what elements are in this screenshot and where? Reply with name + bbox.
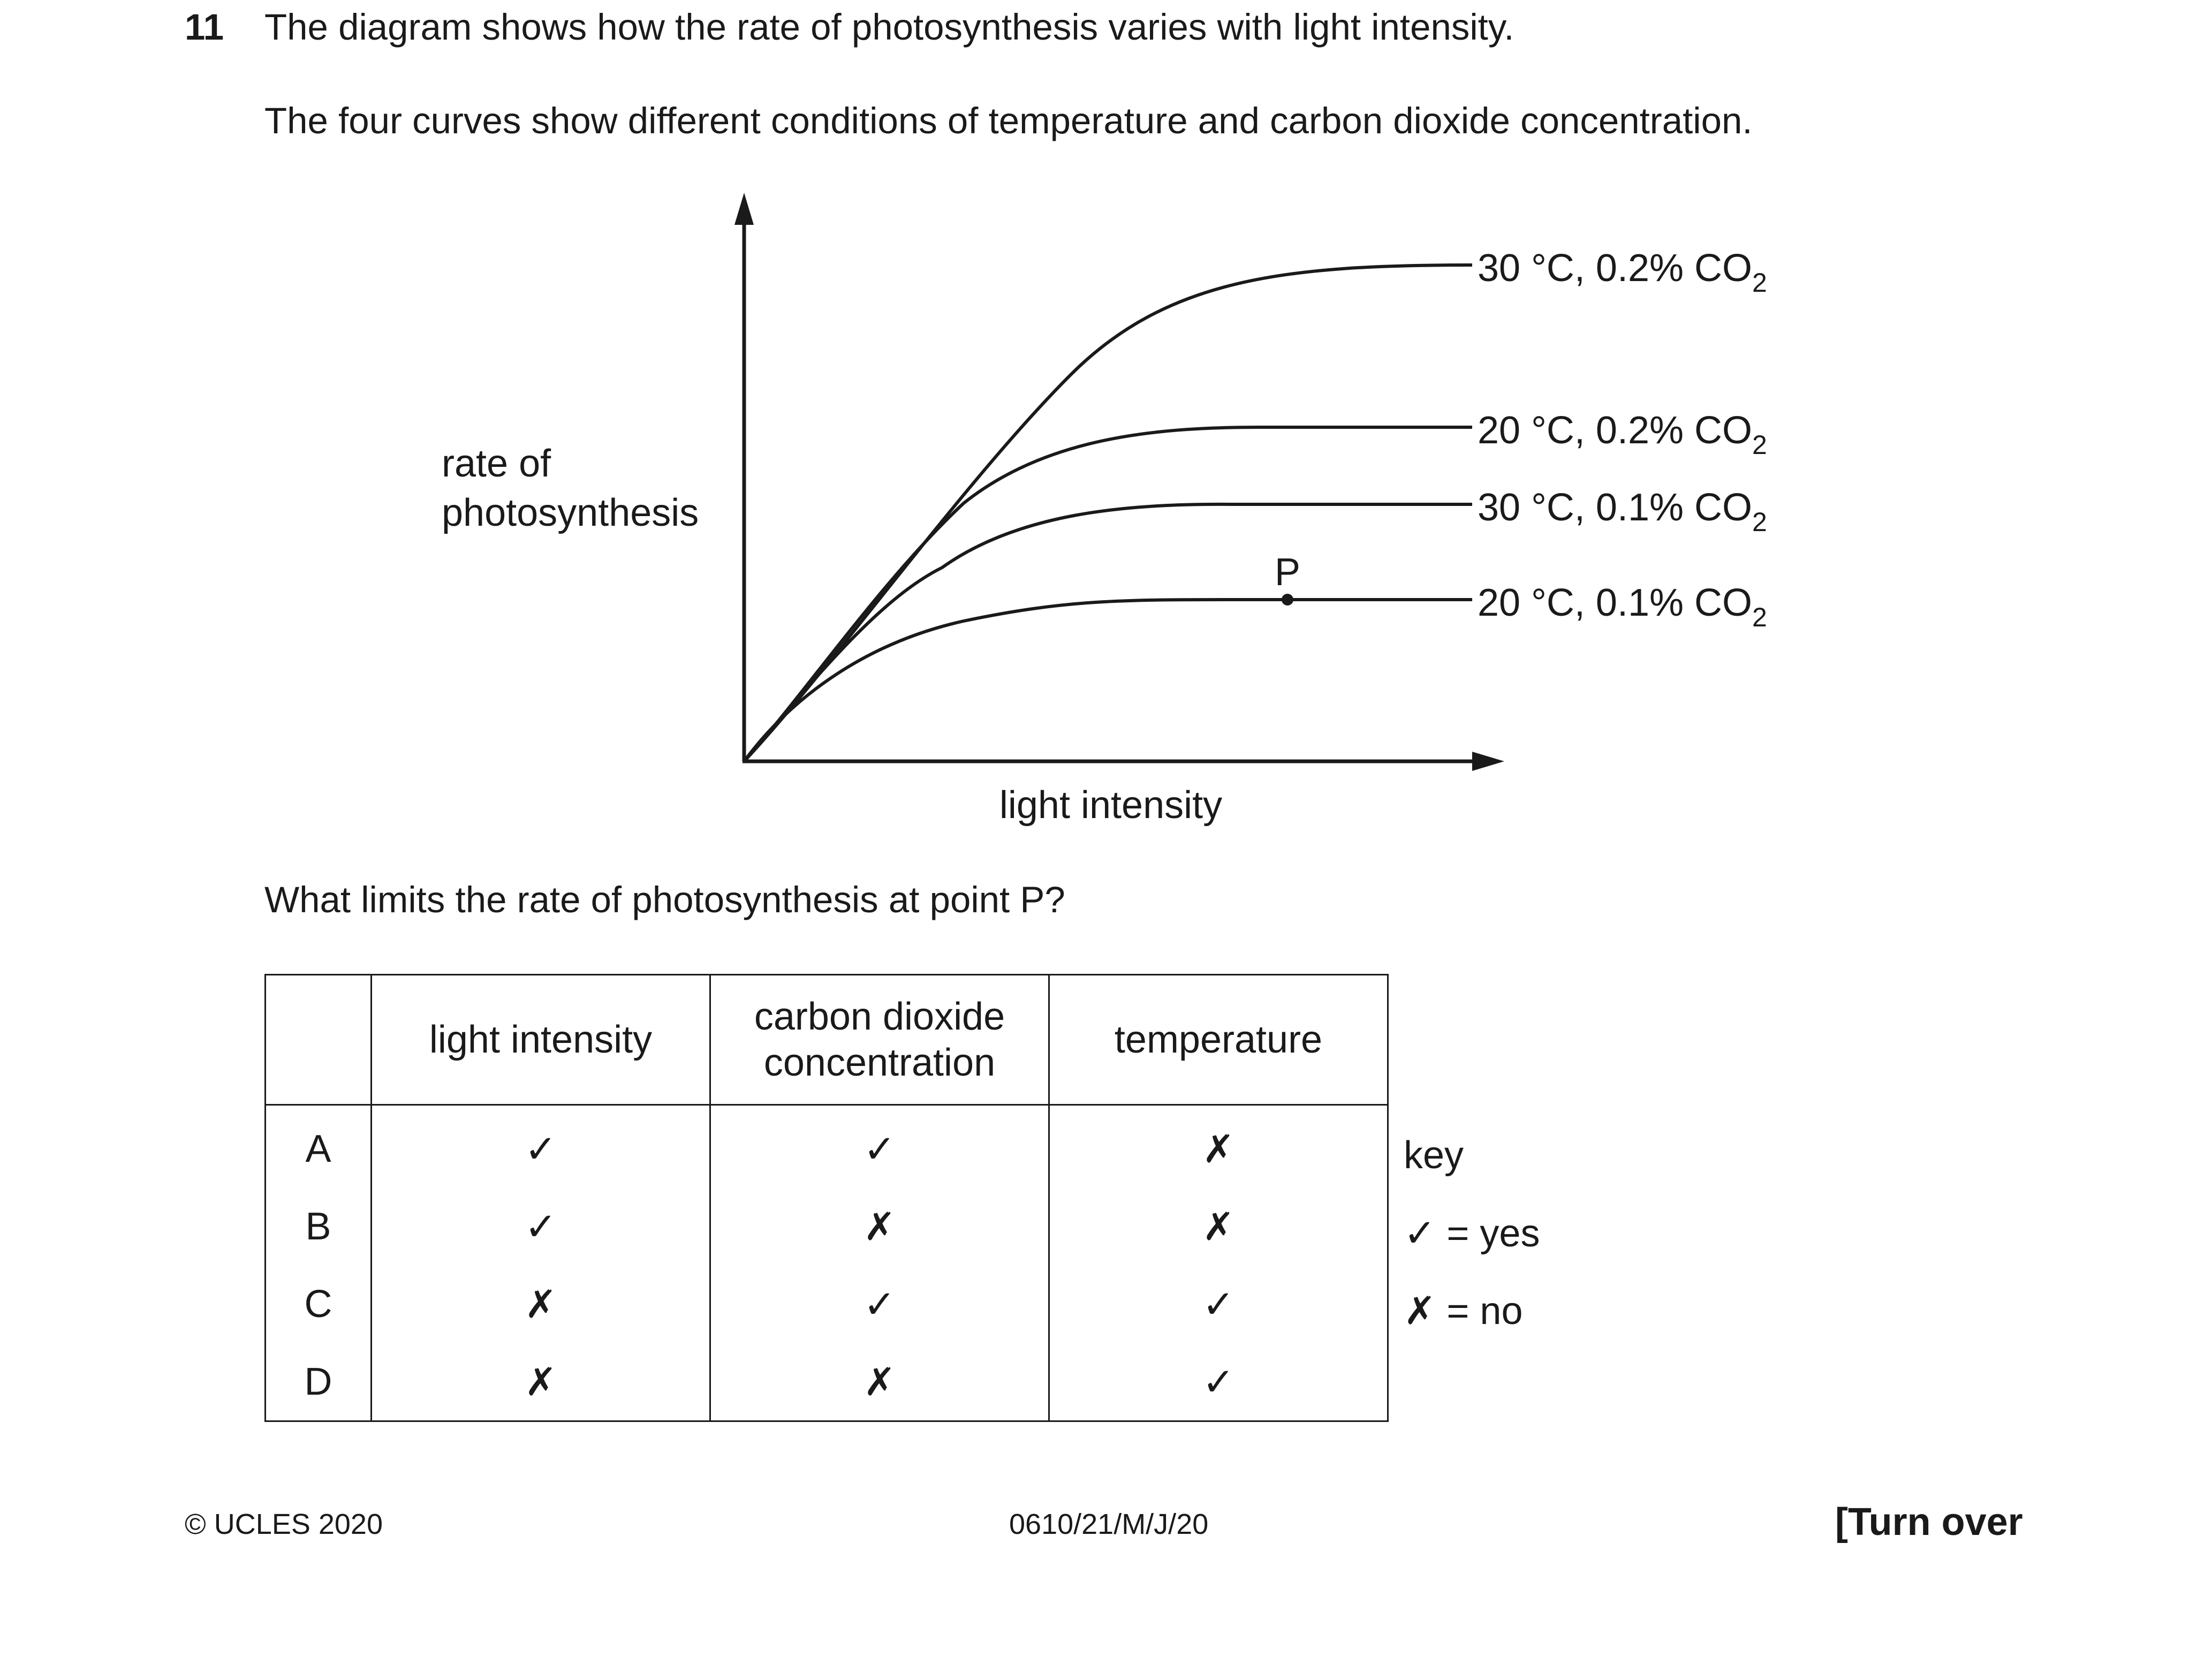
key-yes-text: = yes — [1446, 1212, 1540, 1255]
y-axis-label-line1: rate of — [442, 442, 551, 485]
point-p — [1282, 594, 1293, 606]
question-intro: The diagram shows how the rate of photos… — [264, 6, 1514, 48]
mark-cell: ✓ — [370, 1104, 711, 1187]
question-number: 11 — [185, 6, 224, 48]
option-letter[interactable]: B — [264, 1187, 372, 1265]
y-axis-label-line2: photosynthesis — [442, 491, 699, 534]
cross-icon: ✗ — [1404, 1288, 1436, 1333]
mark-cell: ✓ — [709, 1265, 1050, 1343]
turn-over: [Turn over — [1835, 1501, 2023, 1544]
option-letter[interactable]: A — [264, 1104, 372, 1187]
mark-cell: ✗ — [1048, 1104, 1389, 1187]
curve-30c-0.1co2 — [743, 502, 1472, 762]
table-row[interactable]: C ✗ ✓ ✓ — [264, 1265, 1389, 1343]
x-axis-arrow-icon — [1472, 752, 1504, 771]
x-axis-label: light intensity — [999, 784, 1222, 827]
header-temperature: temperature — [1048, 974, 1389, 1106]
key-yes: ✓ = yes — [1404, 1210, 1540, 1257]
table-row[interactable]: B ✓ ✗ ✗ — [264, 1187, 1389, 1265]
curve-20c-0.2co2 — [743, 426, 1472, 763]
option-letter[interactable]: D — [264, 1343, 372, 1422]
mark-cell: ✓ — [1048, 1265, 1389, 1343]
mark-cell: ✓ — [709, 1104, 1050, 1187]
question-detail: The four curves show different condition… — [264, 100, 1753, 141]
table-row[interactable]: D ✗ ✗ ✓ — [264, 1343, 1389, 1422]
mark-cell: ✗ — [370, 1343, 711, 1422]
curve-20c-0.1co2 — [743, 598, 1472, 762]
y-axis-arrow-icon — [734, 193, 754, 225]
question-prompt: What limits the rate of photosynthesis a… — [264, 879, 1065, 920]
header-carbon-dioxide: carbon dioxide concentration — [709, 974, 1050, 1106]
photosynthesis-diagram: P 30 °C, 0.2% CO2 20 °C, 0.2% CO2 30 °C,… — [442, 193, 1767, 827]
header-light-intensity: light intensity — [370, 974, 711, 1106]
mark-cell: ✗ — [709, 1343, 1050, 1422]
table-header-row: light intensity carbon dioxide concentrat… — [264, 974, 1389, 1106]
curve-label-20c-0.1co2: 20 °C, 0.1% CO2 — [1478, 581, 1767, 632]
answer-table: light intensity carbon dioxide concentrat… — [264, 974, 1389, 1422]
curve-label-30c-0.1co2: 30 °C, 0.1% CO2 — [1478, 486, 1767, 537]
mark-cell: ✓ — [1048, 1343, 1389, 1422]
footer-code: 0610/21/M/J/20 — [1009, 1508, 1209, 1540]
mark-cell: ✗ — [370, 1265, 711, 1343]
table-row[interactable]: A ✓ ✓ ✗ — [264, 1104, 1389, 1187]
key-no-text: = no — [1446, 1290, 1523, 1333]
check-icon: ✓ — [1404, 1211, 1436, 1255]
curve-label-30c-0.2co2: 30 °C, 0.2% CO2 — [1478, 247, 1767, 298]
curve-label-20c-0.2co2: 20 °C, 0.2% CO2 — [1478, 409, 1767, 460]
key-no: ✗ = no — [1404, 1288, 1522, 1334]
footer-copyright: © UCLES 2020 — [185, 1508, 383, 1540]
key-title: key — [1404, 1134, 1464, 1177]
mark-cell: ✓ — [370, 1187, 711, 1265]
option-letter[interactable]: C — [264, 1265, 372, 1343]
mark-cell: ✗ — [709, 1187, 1050, 1265]
curve-30c-0.2co2 — [743, 263, 1473, 763]
mark-cell: ✗ — [1048, 1187, 1389, 1265]
header-blank — [264, 974, 372, 1106]
point-p-label: P — [1275, 551, 1300, 594]
